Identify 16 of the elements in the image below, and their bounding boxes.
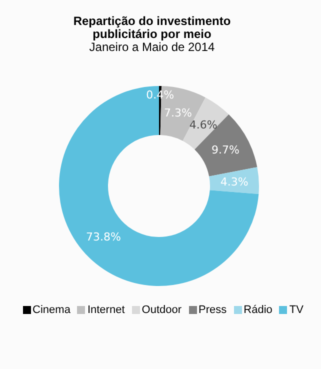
data-label: 7.3% (164, 106, 192, 120)
legend-label: Rádio (244, 304, 272, 316)
legend-label: Press (198, 304, 227, 316)
legend-label: TV (289, 304, 304, 316)
data-label: 9.7% (211, 144, 240, 157)
data-label: 4.3% (220, 175, 248, 188)
legend-label: Internet (87, 304, 125, 316)
data-label: 73.8% (86, 230, 121, 244)
legend-label: Cinema (32, 304, 70, 316)
data-label: 0.4% (146, 88, 174, 102)
chart-title: Repartição do investimento publicitário por meio (73, 14, 231, 41)
chart-subtitle: Janeiro a Maio de 2014 (89, 40, 215, 54)
legend-label: Outdoor (142, 304, 182, 316)
donut-slice (209, 167, 259, 194)
donut-slice (59, 86, 259, 286)
data-label: 4.6% (189, 118, 218, 132)
